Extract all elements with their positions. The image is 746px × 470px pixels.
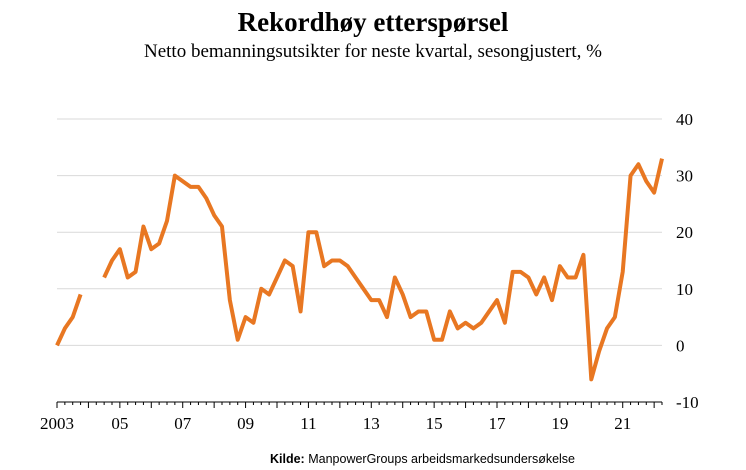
series-line [102, 158, 664, 382]
x-tick-label: 13 [363, 414, 380, 433]
x-tick-label: 09 [237, 414, 254, 433]
x-tick-label: 2003 [40, 414, 74, 433]
source-note: Kilde: ManpowerGroups arbeidsmarkedsunde… [270, 451, 575, 467]
chart-title: Rekordhøy etterspørsel [237, 7, 509, 37]
y-tick-label: 30 [676, 167, 693, 186]
y-tick-label: 20 [676, 223, 693, 242]
y-tick-label: 10 [676, 280, 693, 299]
chart-subtitle: Netto bemanningsutsikter for neste kvart… [143, 41, 602, 62]
source-text: ManpowerGroups arbeidsmarkedsundersøkels… [308, 452, 576, 466]
source-label: Kilde: [270, 452, 305, 466]
x-tick-label: 15 [426, 414, 443, 433]
series-lines [55, 158, 664, 382]
gridlines [57, 118, 662, 346]
x-tick-label: 19 [551, 414, 568, 433]
x-axis: 2003 05 07 09 11 13 15 17 19 21 [40, 401, 663, 433]
y-tick-label: 0 [676, 336, 685, 355]
x-tick-label: 07 [174, 414, 192, 433]
series-line [55, 293, 83, 347]
x-tick-label: 05 [111, 414, 128, 433]
x-tick-label: 21 [614, 414, 631, 433]
y-tick-label: 40 [676, 110, 693, 129]
x-tick-label: 17 [489, 414, 507, 433]
y-axis-labels: 40 30 20 10 0 -10 [676, 110, 699, 412]
x-tick-label: 11 [300, 414, 316, 433]
y-tick-label: -10 [676, 393, 699, 412]
